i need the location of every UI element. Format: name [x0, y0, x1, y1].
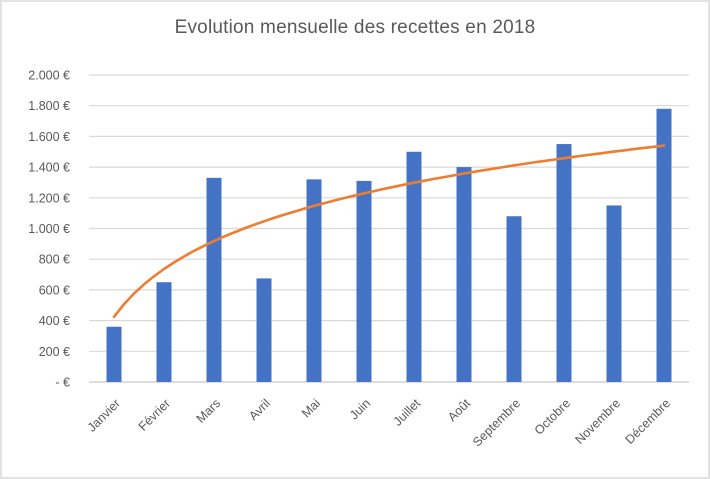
x-axis-tick-label: Décembre [622, 396, 673, 447]
bar-juin[interactable] [356, 180, 372, 382]
y-axis-tick-label: 1.800 € [28, 99, 70, 113]
y-axis-tick-label: 800 € [39, 253, 70, 267]
bar-avril[interactable] [256, 278, 272, 382]
y-axis-tick-label: 1.400 € [28, 161, 70, 175]
bar-décembre[interactable] [656, 108, 672, 383]
x-axis-tick-label: Janvier [85, 396, 123, 434]
y-axis-tick-label: 2.000 € [28, 69, 70, 83]
x-axis-tick-label: Novembre [572, 396, 623, 447]
bar-octobre[interactable] [556, 144, 572, 382]
y-axis-tick-label: 1.600 € [28, 130, 70, 144]
trendline[interactable] [112, 144, 666, 319]
y-axis-tick-label: 200 € [39, 345, 70, 359]
y-axis-tick-label: 600 € [39, 283, 70, 297]
x-axis-tick-label: Février [136, 396, 173, 433]
y-axis-tick-label: 1.000 € [28, 222, 70, 236]
chart-title: Evolution mensuelle des recettes en 2018 [174, 17, 536, 38]
x-axis-tick-label: Août [445, 396, 473, 424]
x-axis-tick-label: Octobre [532, 396, 573, 437]
y-axis-tick-label: 400 € [39, 314, 70, 328]
bar-août[interactable] [456, 167, 472, 382]
x-axis-tick-label: Mars [194, 396, 224, 426]
x-axis-tick-label: Juillet [391, 396, 424, 429]
x-axis-tick-label: Juin [347, 396, 373, 422]
bar-février[interactable] [156, 282, 172, 382]
y-axis-tick-label: - € [55, 376, 70, 390]
x-axis-tick-label: Mai [299, 396, 323, 420]
bar-janvier[interactable] [106, 326, 122, 382]
bar-mars[interactable] [206, 177, 222, 382]
y-axis-tick-label: 1.200 € [28, 191, 70, 205]
bar-juillet[interactable] [406, 151, 422, 382]
bar-septembre[interactable] [506, 216, 522, 382]
x-axis-tick-label: Septembre [470, 396, 523, 449]
bar-novembre[interactable] [606, 205, 622, 382]
x-axis-tick-label: Avril [246, 396, 273, 423]
bar-mai[interactable] [306, 179, 322, 382]
